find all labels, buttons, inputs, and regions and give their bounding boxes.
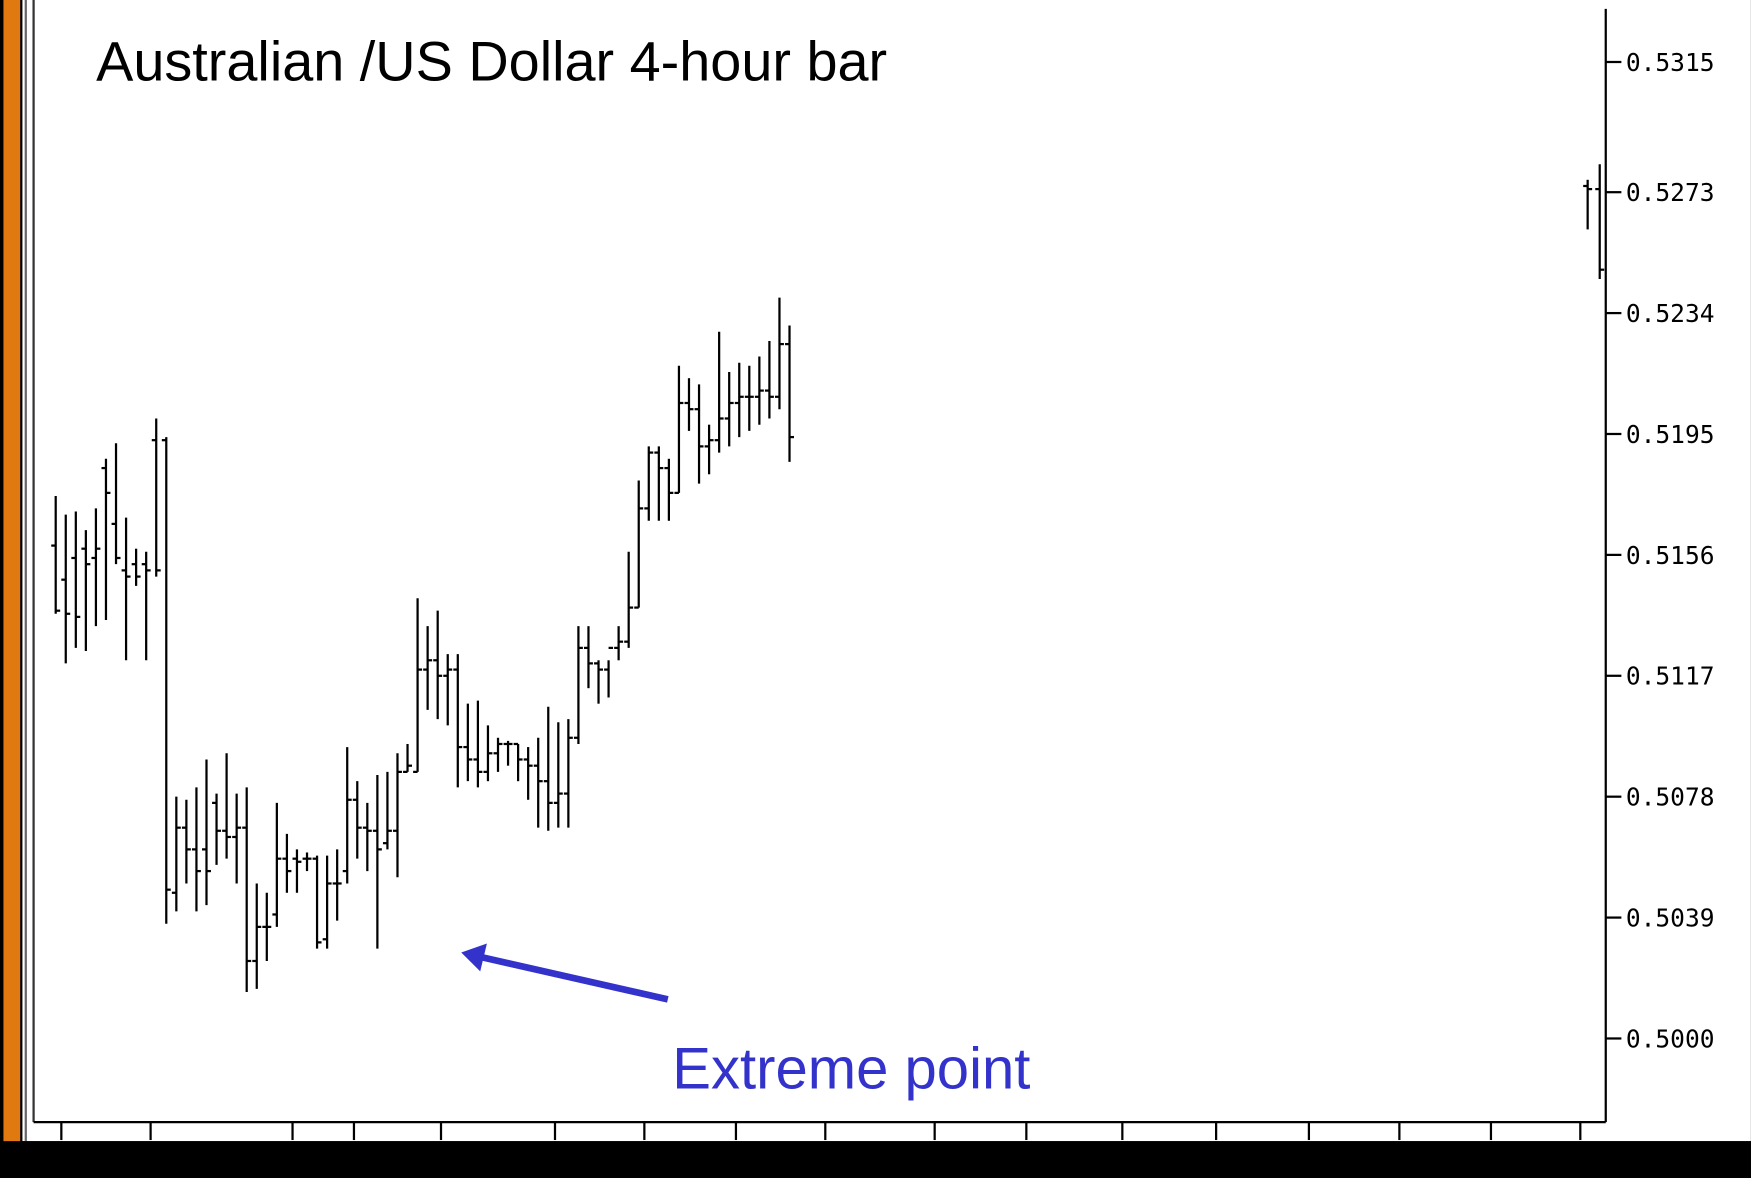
annotation-text: Extreme point <box>672 1037 1030 1102</box>
left-strip <box>3 0 21 1178</box>
y-tick-label: 0.5195 <box>1626 420 1715 449</box>
y-tick-label: 0.5273 <box>1626 178 1715 207</box>
annotation-arrow <box>479 953 669 1003</box>
annotation-arrowhead <box>461 943 487 972</box>
y-tick-label: 0.5039 <box>1626 904 1715 933</box>
y-tick-label: 0.5078 <box>1626 783 1715 812</box>
chart-title: Australian /US Dollar 4-hour bar <box>96 29 887 92</box>
bottom-bar <box>0 1141 1751 1178</box>
y-tick-label: 0.5315 <box>1626 48 1715 77</box>
y-tick-label: 0.5117 <box>1626 662 1715 691</box>
y-tick-label: 0.5000 <box>1626 1024 1715 1053</box>
y-tick-label: 0.5234 <box>1626 299 1715 328</box>
plot-background <box>22 0 1751 1142</box>
y-tick-label: 0.5156 <box>1626 541 1715 570</box>
